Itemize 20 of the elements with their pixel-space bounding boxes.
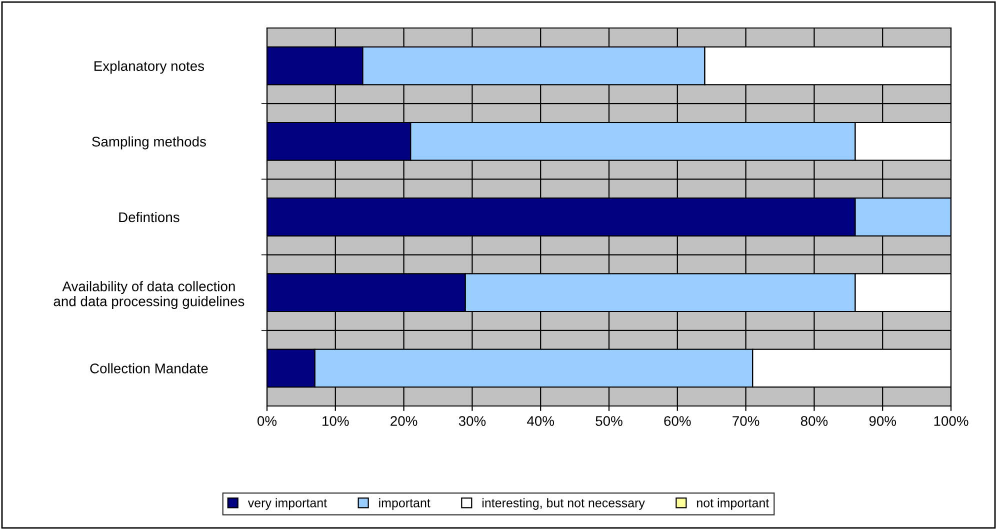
x-tick-label: 10%: [322, 416, 349, 426]
y-tick-label: Defintions: [119, 212, 180, 222]
y-tick-label: Explanatory notes: [94, 60, 204, 74]
x-tick-label: 50%: [596, 416, 622, 426]
x-tick-label: 20%: [390, 416, 418, 426]
legend-label: important: [379, 498, 430, 510]
legend-label: interesting, but not necessary: [482, 498, 645, 510]
x-tick-label: 0%: [258, 416, 277, 426]
x-tick-label: 80%: [800, 416, 828, 426]
legend-label: very important: [248, 498, 327, 510]
x-tick-label: 100%: [934, 416, 968, 426]
x-tick-label: 60%: [664, 416, 691, 426]
x-tick-label: 90%: [869, 416, 896, 426]
legend-label: not important: [697, 498, 770, 510]
x-tick-label: 30%: [458, 416, 486, 426]
x-tick-label: 40%: [527, 416, 554, 426]
y-tick-label: Availability of data collection and data processing guidelines: [54, 281, 244, 309]
y-tick-label: Collection Mandate: [90, 363, 208, 374]
x-tick-label: 70%: [732, 416, 760, 426]
y-tick-label: Sampling methods: [92, 136, 206, 150]
